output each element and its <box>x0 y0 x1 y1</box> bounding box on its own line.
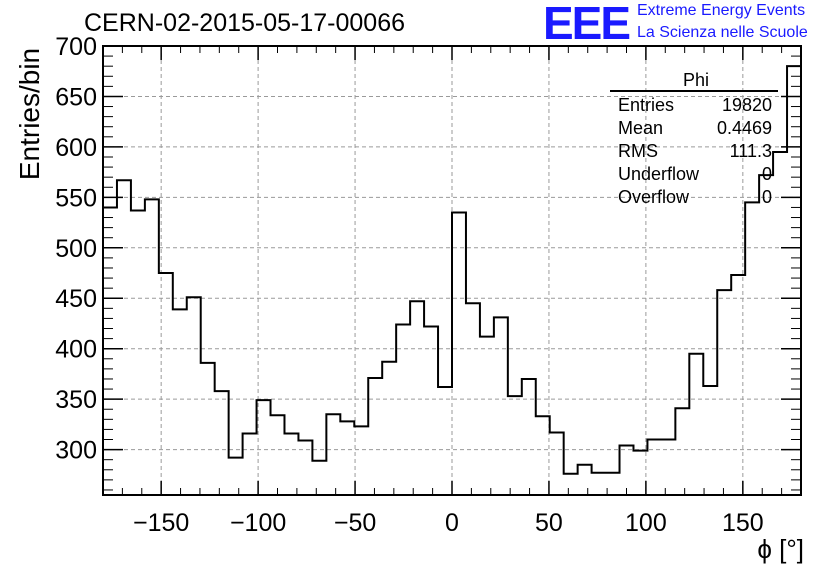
stats-label: Mean <box>618 118 664 138</box>
stats-value: 19820 <box>721 95 772 115</box>
y-tick-label: 450 <box>55 285 97 313</box>
tick-labels: −150 −100 −50 0 50 100 150 300 350 400 450 500 550 60… <box>55 33 763 537</box>
y-tick-label: 600 <box>55 134 97 162</box>
chart-title: CERN-02-2015-05-17-00066 <box>84 9 406 37</box>
y-tick-label: 650 <box>55 83 97 111</box>
y-tick-label: 350 <box>55 386 97 414</box>
stats-value: 0 <box>761 164 772 184</box>
x-tick-label: 50 <box>535 509 563 537</box>
x-tick-label: −50 <box>334 509 376 537</box>
stats-box-name: Phi <box>682 70 709 90</box>
stats-row-rms: RMS 111.3 <box>610 140 778 163</box>
stats-label: Entries <box>618 95 675 115</box>
stats-value: 0.4469 <box>716 118 772 138</box>
stats-value: 0 <box>761 187 772 207</box>
x-tick-label: 100 <box>625 509 667 537</box>
x-tick-label: −150 <box>133 509 189 537</box>
stats-row-entries: Entries 19820 <box>610 94 778 117</box>
x-tick-label: −100 <box>230 509 286 537</box>
stats-value: 111.3 <box>729 141 772 161</box>
x-tick-label: 0 <box>445 509 459 537</box>
stats-row-underflow: Underflow 0 <box>610 163 778 186</box>
y-axis-label: Entries/bin <box>14 47 45 181</box>
stats-label: Underflow <box>618 164 700 184</box>
x-axis-label: ϕ [°] <box>757 534 804 564</box>
stats-label: Overflow <box>618 187 690 207</box>
y-tick-label: 700 <box>55 33 97 61</box>
plot-frame <box>102 45 802 496</box>
y-tick-label: 550 <box>55 184 97 212</box>
stats-box-divider <box>610 90 778 92</box>
stats-label: RMS <box>618 141 658 161</box>
y-tick-label: 500 <box>55 235 97 263</box>
y-tick-label: 300 <box>55 437 97 465</box>
logo-line-1: Extreme Energy Events <box>637 2 806 19</box>
stats-row-mean: Mean 0.4469 <box>610 117 778 140</box>
y-tick-label: 400 <box>55 336 97 364</box>
x-tick-label: 150 <box>722 509 764 537</box>
stats-row-overflow: Overflow 0 <box>610 186 778 209</box>
eee-logo: EEE <box>543 0 631 49</box>
stats-box: Phi Entries 19820 Mean 0.4469 RMS 111.3 … <box>610 70 778 209</box>
logo-line-2: La Scienza nelle Scuole <box>637 24 808 41</box>
histogram-step-line <box>103 65 801 475</box>
